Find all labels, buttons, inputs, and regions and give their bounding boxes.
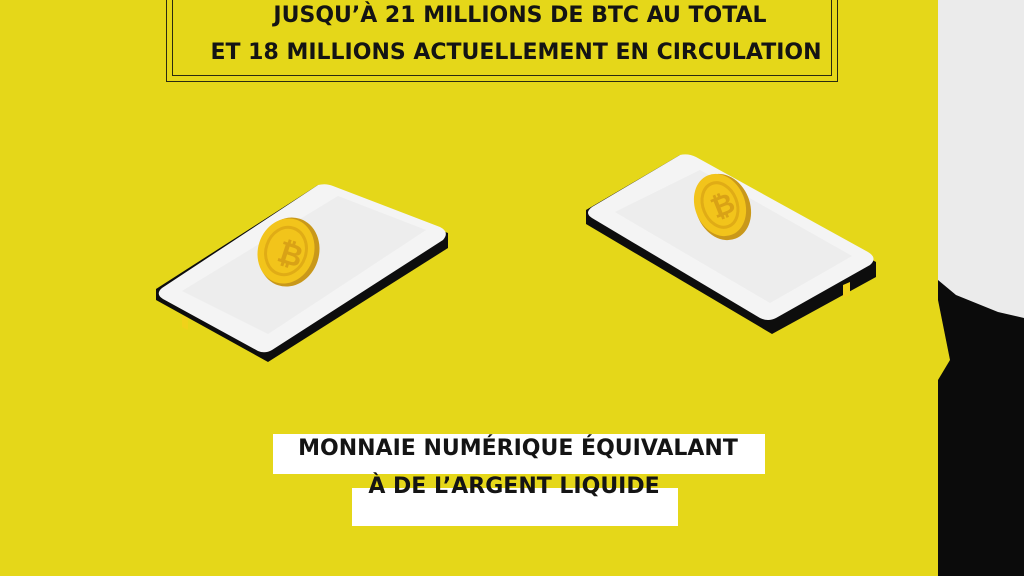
headline-frame-inner: [172, 0, 832, 76]
headline-line-1: JUSQU’À 21 MILLIONS DE BTC AU TOTAL: [273, 3, 767, 28]
bitcoin-coin-icon: ₿: [257, 217, 320, 287]
headline-line-2: ET 18 MILLIONS ACTUELLEMENT EN CIRCULATI…: [210, 40, 822, 65]
caption-line-1: MONNAIE NUMÉRIQUE ÉQUIVALANT: [298, 436, 738, 461]
caption-line-2: À DE L’ARGENT LIQUIDE: [368, 474, 660, 499]
dark-silhouette: [938, 280, 1024, 576]
headline-frame-outer: [166, 0, 838, 82]
caption-highlight-1: [273, 434, 765, 474]
caption-highlight-2: [352, 488, 678, 526]
bitcoin-coin-icon: ₿: [693, 173, 752, 241]
